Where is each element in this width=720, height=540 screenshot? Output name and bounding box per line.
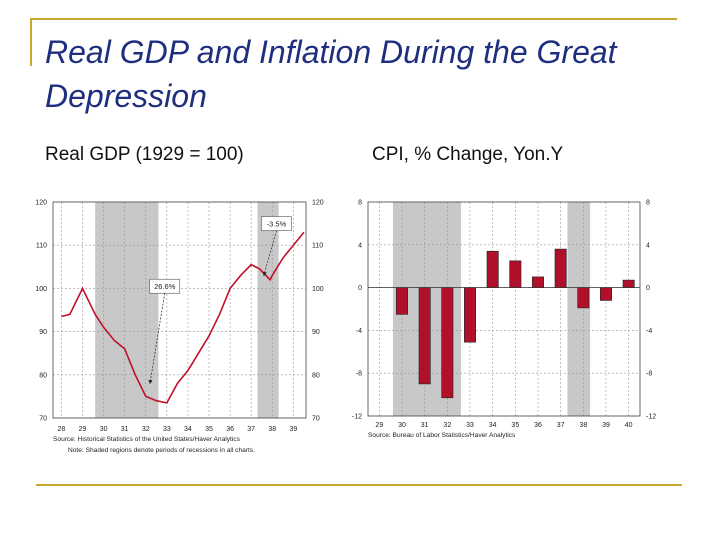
annotation-label: -3.5% — [267, 220, 287, 229]
cpi-bar — [464, 287, 476, 343]
cpi-bar-chart: -12 -12 -8 -8 -4 -4 0 0 4 4 8 8 29 30 31 32 33 34 35 36 37 38… — [352, 200, 656, 440]
x-tick-label: 29 — [79, 426, 87, 433]
x-tick-label: 34 — [489, 422, 497, 429]
y-tick-label-right: 70 — [312, 416, 320, 423]
top-border-line — [30, 18, 677, 20]
x-tick-label: 30 — [100, 426, 108, 433]
recession-shade — [257, 202, 279, 418]
x-tick-label: 35 — [205, 426, 213, 433]
y-tick-label-left: 8 — [358, 200, 362, 207]
y-tick-label-left: 70 — [39, 416, 47, 423]
cpi-bar — [600, 287, 612, 301]
y-tick-label-right: 120 — [312, 200, 324, 207]
cpi-bar — [554, 248, 567, 288]
y-tick-label-right: 100 — [312, 286, 324, 293]
y-tick-label-right: 8 — [646, 200, 650, 207]
y-tick-label-left: 0 — [358, 285, 362, 292]
plot-frame — [52, 201, 307, 419]
x-tick-label: 32 — [142, 426, 150, 433]
cpi-bar — [396, 287, 408, 315]
source-note: Source: Historical Statistics of the Uni… — [53, 436, 241, 443]
y-tick-label-right: 110 — [312, 243, 323, 250]
x-tick-label: 37 — [557, 422, 565, 429]
cpi-bar — [486, 250, 499, 288]
y-tick-label-left: 80 — [39, 372, 47, 379]
y-tick-label-right: 4 — [646, 242, 650, 249]
slide-title: Real GDP and Inflation During the Great … — [45, 34, 617, 114]
cpi-chart-subtitle: CPI, % Change, Yon.Y — [372, 144, 564, 165]
x-tick-label: 33 — [466, 422, 474, 429]
y-tick-label-right: 80 — [312, 372, 320, 379]
y-tick-label-right: 0 — [646, 285, 650, 292]
recession-shade — [567, 202, 591, 416]
x-tick-label: 38 — [579, 422, 587, 429]
y-tick-label-left: 120 — [35, 200, 47, 207]
x-tick-label: 34 — [184, 426, 192, 433]
x-tick-label: 39 — [602, 422, 610, 429]
y-tick-label-right: -8 — [646, 371, 652, 378]
y-tick-label-right: -12 — [646, 414, 656, 421]
recession-shade — [95, 202, 159, 418]
gdp-chart-subtitle: Real GDP (1929 = 100) — [45, 144, 244, 165]
y-tick-label-right: -4 — [646, 328, 652, 335]
y-tick-label-left: 4 — [358, 242, 362, 249]
annotation-label: 26.6% — [154, 282, 176, 291]
y-tick-label-left: 90 — [39, 329, 47, 336]
y-tick-label-left: -8 — [356, 371, 362, 378]
x-tick-label: 39 — [289, 426, 297, 433]
gdp-series-line — [61, 231, 305, 404]
x-tick-label: 28 — [58, 426, 66, 433]
y-tick-label-left: 110 — [36, 243, 47, 250]
x-tick-label: 30 — [398, 422, 406, 429]
x-tick-label: 32 — [443, 422, 451, 429]
x-tick-label: 36 — [226, 426, 234, 433]
plot-frame — [367, 201, 641, 417]
annotation-box — [149, 278, 181, 294]
cpi-bar — [622, 279, 635, 288]
annotation-arrow — [148, 293, 166, 385]
y-tick-label-right: 90 — [312, 329, 320, 336]
gdp-line-chart: 70 70 80 80 90 90 100 100 110 110 120 120 28 29 30 31 32… — [35, 200, 324, 455]
x-tick-label: 38 — [268, 426, 276, 433]
y-tick-label-left: -4 — [356, 328, 362, 335]
x-tick-label: 36 — [534, 422, 542, 429]
x-tick-label: 31 — [421, 422, 429, 429]
x-tick-label: 33 — [163, 426, 171, 433]
cpi-bar — [577, 287, 590, 309]
x-tick-label: 31 — [121, 426, 129, 433]
y-tick-label-left: -12 — [352, 414, 362, 421]
x-tick-label: 40 — [625, 422, 633, 429]
x-tick-label: 35 — [511, 422, 519, 429]
y-tick-label-left: 100 — [35, 286, 47, 293]
x-tick-label: 29 — [375, 422, 383, 429]
x-tick-label: 37 — [247, 426, 255, 433]
left-border-line — [30, 18, 32, 66]
cpi-bar — [418, 287, 431, 385]
cpi-bar — [532, 276, 544, 288]
bottom-border-line — [36, 484, 682, 486]
source-note: Source: Bureau of Labor Statistics/Haver… — [368, 432, 516, 439]
cpi-bar — [441, 287, 454, 399]
recession-note: Note: Shaded regions denote periods of r… — [68, 447, 255, 454]
cpi-bar — [509, 260, 522, 288]
annotation-arrow — [262, 230, 277, 277]
